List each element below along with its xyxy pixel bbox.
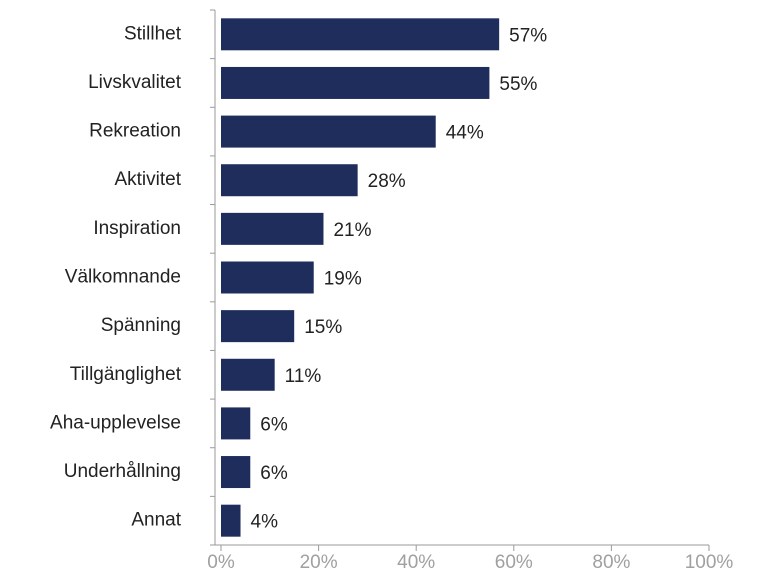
value-label: 11% (285, 366, 322, 387)
value-label: 55% (499, 74, 537, 95)
category-label: Spänning (101, 315, 181, 336)
value-label: 21% (333, 220, 371, 241)
value-label: 6% (260, 414, 288, 435)
bar (221, 18, 500, 51)
category-label: Rekreation (89, 121, 181, 142)
x-tick-label: 60% (495, 552, 533, 572)
bar (221, 66, 490, 99)
category-label: Aktivitet (114, 169, 181, 190)
value-label: 44% (446, 123, 484, 144)
category-label: Annat (131, 510, 181, 531)
x-tick-label: 20% (300, 552, 338, 572)
bar (221, 310, 295, 343)
bar (221, 115, 436, 148)
category-label: Livskvalitet (88, 72, 182, 93)
value-label: 19% (324, 269, 362, 290)
x-tick-label: 80% (592, 552, 630, 572)
category-label: Aha-upplevelse (50, 412, 181, 433)
x-tick-label: 0% (207, 552, 235, 572)
value-label: 4% (251, 512, 279, 533)
bar (221, 261, 314, 294)
bar (221, 358, 275, 391)
value-label: 6% (260, 463, 288, 484)
value-label: 28% (368, 171, 406, 192)
category-label: Välkomnande (65, 267, 181, 288)
bar (221, 212, 324, 245)
bar (221, 456, 251, 489)
bar (221, 164, 358, 197)
x-tick-label: 40% (397, 552, 435, 572)
bar (221, 504, 241, 537)
bar (221, 407, 251, 440)
category-label: Tillgänglighet (70, 364, 182, 385)
x-tick-label: 100% (685, 552, 734, 572)
category-label: Underhållning (64, 461, 181, 482)
value-label: 57% (509, 25, 547, 46)
category-label: Inspiration (93, 218, 181, 239)
category-label: Stillhet (124, 23, 182, 44)
value-label: 15% (304, 317, 342, 338)
